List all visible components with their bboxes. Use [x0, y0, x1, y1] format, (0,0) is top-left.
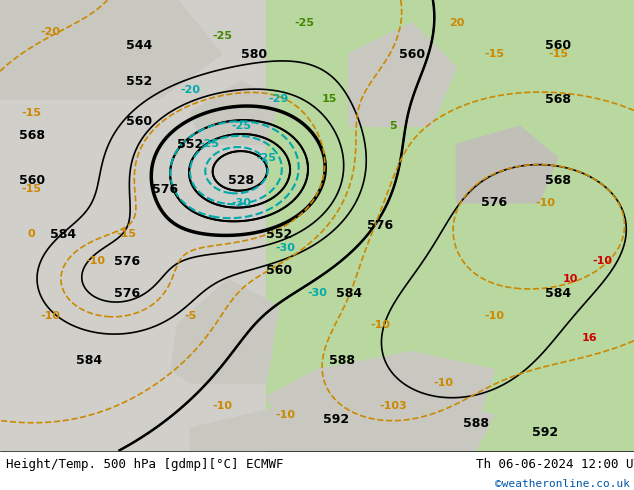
- Text: 584: 584: [50, 228, 77, 241]
- Text: -103: -103: [379, 401, 407, 411]
- Text: -25: -25: [256, 153, 276, 163]
- Text: -10: -10: [275, 410, 295, 420]
- Text: -15: -15: [22, 108, 42, 118]
- Text: -15: -15: [22, 184, 42, 195]
- Polygon shape: [190, 397, 495, 451]
- Text: -20: -20: [180, 85, 200, 95]
- Point: [0, 447, 5, 455]
- Text: 544: 544: [126, 39, 153, 51]
- Point: [0, 447, 5, 455]
- Text: 20: 20: [449, 18, 464, 27]
- Text: -25: -25: [199, 139, 219, 149]
- Text: 592: 592: [323, 413, 349, 426]
- Text: 528: 528: [228, 174, 254, 187]
- Text: 552: 552: [126, 74, 153, 88]
- Text: 576: 576: [113, 287, 140, 299]
- Text: 10: 10: [563, 274, 578, 285]
- Polygon shape: [0, 0, 222, 99]
- Text: 588: 588: [462, 417, 489, 430]
- Text: 0: 0: [28, 229, 36, 240]
- Text: -10: -10: [434, 378, 454, 388]
- Polygon shape: [171, 279, 279, 383]
- Text: 576: 576: [113, 255, 140, 268]
- Text: 568: 568: [545, 174, 571, 187]
- Text: 15: 15: [322, 94, 337, 104]
- Text: 576: 576: [367, 219, 394, 232]
- Text: -10: -10: [592, 256, 612, 267]
- Text: -15: -15: [484, 49, 505, 59]
- Point: [0, 447, 5, 455]
- Text: -20: -20: [41, 26, 61, 37]
- Text: ©weatheronline.co.uk: ©weatheronline.co.uk: [495, 479, 630, 489]
- Text: 588: 588: [329, 354, 356, 367]
- Point: [0, 447, 5, 455]
- Polygon shape: [266, 0, 634, 451]
- Text: -29: -29: [269, 94, 289, 104]
- Text: 552: 552: [266, 228, 292, 241]
- Text: -10: -10: [212, 401, 232, 411]
- Point: [0, 447, 5, 455]
- Text: 560: 560: [266, 264, 292, 277]
- Text: -25: -25: [212, 31, 232, 41]
- Text: -10: -10: [535, 198, 555, 208]
- Text: -25: -25: [231, 121, 251, 131]
- Polygon shape: [0, 0, 266, 451]
- Text: 560: 560: [399, 48, 425, 61]
- Text: 580: 580: [240, 48, 267, 61]
- Text: Th 06-06-2024 12:00 UTC (12+120): Th 06-06-2024 12:00 UTC (12+120): [476, 458, 634, 471]
- Point: [0, 447, 5, 455]
- Text: -15: -15: [117, 229, 137, 240]
- Text: -30: -30: [275, 243, 295, 253]
- Polygon shape: [190, 81, 279, 144]
- Text: Height/Temp. 500 hPa [gdmp][°C] ECMWF: Height/Temp. 500 hPa [gdmp][°C] ECMWF: [6, 458, 284, 471]
- Text: 576: 576: [481, 196, 508, 209]
- Polygon shape: [266, 352, 495, 428]
- Text: 560: 560: [545, 39, 571, 51]
- Text: 560: 560: [126, 115, 153, 128]
- Point: [0, 447, 5, 455]
- Text: -10: -10: [85, 256, 105, 267]
- Text: -10: -10: [370, 319, 391, 330]
- Text: 584: 584: [75, 354, 102, 367]
- Text: 552: 552: [177, 138, 204, 151]
- Text: 576: 576: [152, 183, 178, 196]
- Text: -5: -5: [184, 311, 197, 320]
- Text: 5: 5: [389, 121, 397, 131]
- Text: -30: -30: [231, 198, 251, 208]
- Polygon shape: [456, 126, 558, 203]
- Text: -15: -15: [548, 49, 568, 59]
- Text: -30: -30: [307, 288, 327, 298]
- Text: 568: 568: [18, 129, 45, 142]
- Text: 16: 16: [582, 333, 597, 343]
- Text: 560: 560: [18, 174, 45, 187]
- Text: -10: -10: [484, 311, 505, 320]
- Text: 592: 592: [532, 426, 559, 439]
- Point: [0, 447, 5, 455]
- Text: 584: 584: [335, 287, 362, 299]
- Text: -10: -10: [41, 311, 61, 320]
- Text: -25: -25: [294, 18, 314, 27]
- Point: [0, 447, 5, 455]
- Polygon shape: [349, 23, 456, 126]
- Text: 584: 584: [545, 287, 571, 299]
- Text: 568: 568: [545, 93, 571, 106]
